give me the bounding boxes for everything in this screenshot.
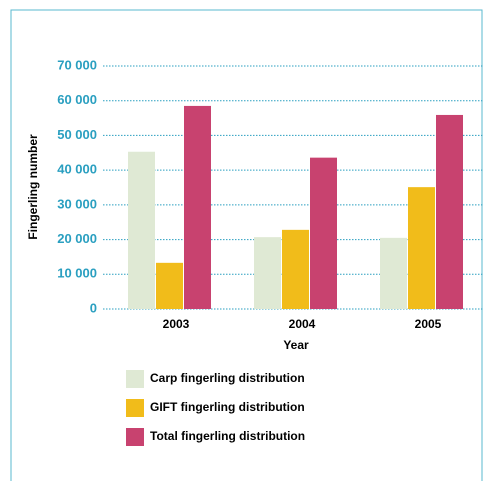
legend-swatch: [126, 399, 144, 417]
bar: [254, 237, 281, 309]
y-axis-label: Fingerling number: [26, 134, 40, 240]
legend-label: Carp fingerling distribution: [150, 371, 305, 385]
bar: [282, 229, 309, 309]
legend-swatch: [126, 370, 144, 388]
y-tick-label: 0: [90, 300, 97, 315]
x-tick-label: 2003: [163, 317, 190, 331]
y-tick-label: 50 000: [57, 127, 97, 142]
bar: [408, 187, 435, 309]
y-tick-label: 10 000: [57, 266, 97, 281]
bar: [156, 262, 183, 309]
bar: [380, 237, 407, 309]
legend-label: Total fingerling distribution: [150, 429, 305, 443]
legend-swatch: [126, 428, 144, 446]
y-tick-label: 20 000: [57, 231, 97, 246]
x-tick-label: 2004: [289, 317, 316, 331]
y-tick-label: 30 000: [57, 196, 97, 211]
bar: [436, 114, 463, 309]
bar: [184, 105, 211, 310]
y-tick-label: 40 000: [57, 162, 97, 177]
frame: [10, 9, 483, 481]
y-tick-label: 60 000: [57, 92, 97, 107]
bar: [128, 151, 155, 309]
x-axis-label: Year: [283, 338, 309, 352]
legend-label: GIFT fingerling distribution: [150, 400, 305, 414]
bar: [310, 157, 337, 309]
x-tick-label: 2005: [415, 317, 442, 331]
y-tick-label: 70 000: [57, 57, 97, 72]
